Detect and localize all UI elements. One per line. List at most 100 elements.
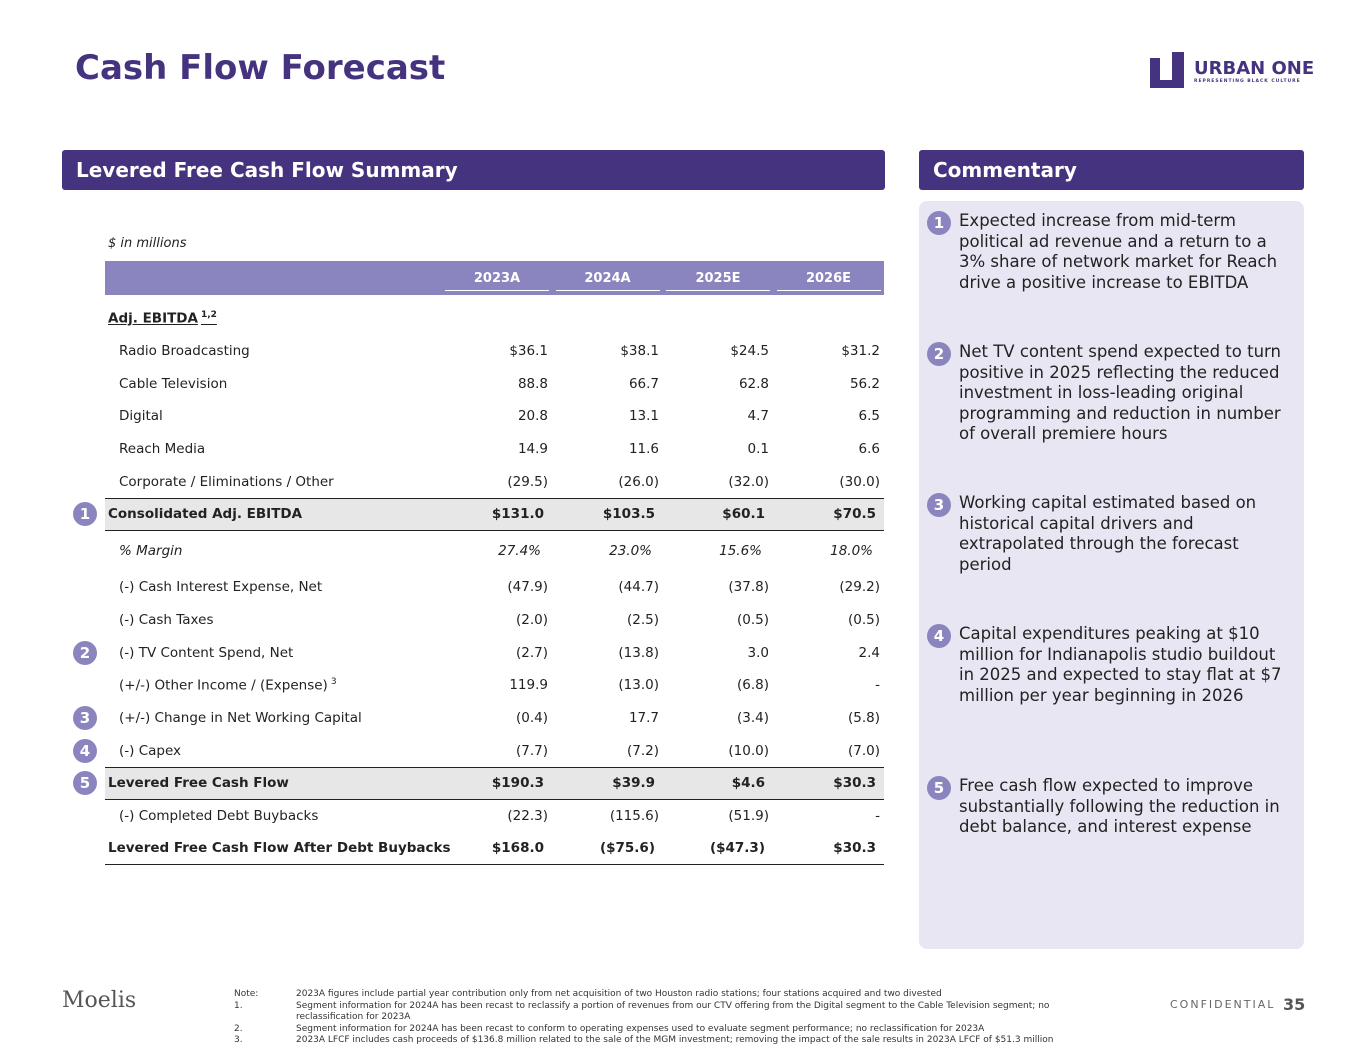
cell-value: (0.5): [736, 611, 769, 628]
row-label: Corporate / Eliminations / Other: [119, 474, 334, 490]
cell-value: (2.5): [626, 611, 659, 628]
marker: 4: [73, 738, 97, 763]
cell-value: (32.0): [728, 473, 769, 490]
row-label-text: (-) Cash Taxes: [119, 611, 214, 628]
cell-value: $36.1: [509, 343, 548, 360]
cell-value: 66.7: [628, 375, 659, 392]
table-row: (-) Cash Interest Expense, Net (47.9) (44.…: [105, 571, 884, 604]
cell-value: 20.8: [517, 408, 548, 425]
table-row: (-) Completed Debt Buybacks (22.3) (115.6)…: [105, 800, 884, 833]
row-label: Adj. EBITDA 1,2: [108, 310, 217, 327]
row-label: Digital: [119, 408, 163, 424]
units: $ in millions: [108, 236, 187, 251]
commentary-box: 1 Expected increase from mid-term politic…: [919, 201, 1304, 949]
table-row: Digital 20.8 13.1 4.7 6.5: [105, 400, 884, 433]
cell-value: (7.7): [515, 742, 548, 759]
cell-value: 18.0%: [830, 542, 873, 559]
note: 1. Segment information for 2024A has been…: [234, 1001, 1114, 1024]
note-label: 3.: [234, 1035, 243, 1045]
cell-value: (13.0): [618, 677, 659, 694]
table-row: Adj. EBITDA 1,2: [105, 302, 884, 335]
cell-value: (6.8): [736, 677, 769, 694]
row-label-text: (-) Capex: [119, 742, 182, 759]
marker: 3: [73, 705, 97, 730]
logo-name: URBAN ONE: [1194, 58, 1315, 79]
row-label: Levered Free Cash Flow: [108, 775, 289, 791]
row-label-text: % Margin: [119, 542, 183, 559]
table-row: (+/-) Other Income / (Expense) 3 119.9 (13.…: [105, 669, 884, 702]
table-row: Consolidated Adj. EBITDA 1 $131.0 $103.5 $60…: [73, 498, 884, 531]
row-label-text: Reach Media: [119, 441, 206, 458]
cell-value: 15.6%: [719, 542, 762, 559]
cell-value: (0.4): [515, 709, 548, 726]
row-label-text: Adj. EBITDA: [108, 310, 198, 327]
cell-value: 27.4%: [498, 542, 541, 559]
cell-value: (13.8): [618, 644, 659, 661]
cell-value: (0.5): [847, 611, 880, 628]
commentary-item: 1 Expected increase from mid-term politic…: [927, 211, 1294, 293]
cell-value: -: [875, 677, 880, 694]
row-label: Cable Television: [119, 376, 227, 392]
commentary-text: Net TV content spend expected to turn po…: [959, 342, 1281, 444]
cell-value: 14.9: [517, 441, 548, 458]
row-label: % Margin: [119, 543, 182, 559]
page-number: 35: [1283, 995, 1306, 1014]
cell-value: 3.0: [747, 644, 769, 661]
row-label-text: Consolidated Adj. EBITDA: [108, 506, 303, 523]
row-label-text: Corporate / Eliminations / Other: [119, 473, 334, 490]
marker: 2: [73, 640, 97, 665]
row-label-text: (-) Completed Debt Buybacks: [119, 807, 319, 824]
row-label: (-) Cash Taxes: [119, 612, 213, 628]
logo-tagline: REPRESENTING BLACK CULTURE: [1194, 79, 1301, 84]
cell-value: 4.7: [747, 408, 769, 425]
note: 3. 2023A LFCF includes cash proceeds of $…: [234, 1035, 1114, 1047]
title: Cash Flow Forecast: [75, 48, 446, 88]
table-row: % Margin 27.4% 23.0% 15.6% 18.0%: [105, 531, 884, 571]
row-label-text: (-) TV Content Spend, Net: [119, 644, 294, 661]
table-row: (-) Cash Taxes (2.0) (2.5) (0.5) (0.5): [105, 604, 884, 637]
footnote-ref: 3: [330, 676, 337, 687]
marker: 2: [927, 342, 951, 366]
cell-value: $4.6: [731, 775, 765, 792]
notes: Note: 2023A figures include partial year …: [234, 989, 1114, 1047]
row-label: (-) Capex: [119, 743, 181, 759]
commentary-text: Capital expenditures peaking at $10 mill…: [959, 624, 1282, 705]
cell-value: (5.8): [847, 709, 880, 726]
note: Note: 2023A figures include partial year …: [234, 989, 1114, 1001]
column-header: 2024A: [555, 271, 660, 291]
row-label: (+/-) Other Income / (Expense) 3: [119, 677, 337, 694]
row-label-text: (+/-) Change in Net Working Capital: [119, 709, 362, 726]
cell-value: $31.2: [841, 343, 880, 360]
row-label-text: (+/-) Other Income / (Expense): [119, 677, 328, 694]
cell-value: $24.5: [730, 343, 769, 360]
cell-value: (29.2): [839, 579, 880, 596]
note-text: Segment information for 2024A has been r…: [296, 1023, 985, 1034]
cell-value: (26.0): [618, 473, 659, 490]
cell-value: (44.7): [618, 579, 659, 596]
commentary-item: 3 Working capital estimated based on hist…: [927, 493, 1294, 575]
note-label: Note:: [234, 989, 259, 999]
cell-value: $70.5: [833, 506, 876, 523]
cell-value: (47.9): [507, 579, 548, 596]
cell-value: $60.1: [722, 506, 765, 523]
table-row: (-) Capex 4 (7.7) (7.2) (10.0) (7.0): [73, 734, 884, 767]
section-heading: Levered Free Cash Flow Summary: [62, 150, 885, 190]
cell-value: $30.3: [833, 840, 876, 857]
cell-value: $38.1: [620, 343, 659, 360]
note-label: 1.: [234, 1000, 243, 1011]
commentary-text: Working capital estimated based on histo…: [959, 493, 1257, 574]
row-label-text: Radio Broadcasting: [119, 343, 250, 360]
cell-value: ($47.3): [709, 840, 765, 857]
row-label: Reach Media: [119, 441, 205, 457]
cell-value: $190.3: [491, 775, 544, 792]
table-header: 2023A 2024A 2025E 2026E: [105, 261, 884, 295]
cell-value: 6.6: [858, 441, 880, 458]
marker: 1: [927, 211, 951, 235]
note-text: Segment information for 2024A has been r…: [296, 1000, 1050, 1023]
cell-value: 0.1: [747, 441, 769, 458]
cell-value: 56.2: [849, 375, 880, 392]
commentary-text: Free cash flow expected to improve subst…: [959, 776, 1280, 837]
marker: 4: [927, 624, 951, 648]
row-label: (-) Completed Debt Buybacks: [119, 808, 318, 824]
note-text: 2023A LFCF includes cash proceeds of $13…: [296, 1035, 1054, 1045]
